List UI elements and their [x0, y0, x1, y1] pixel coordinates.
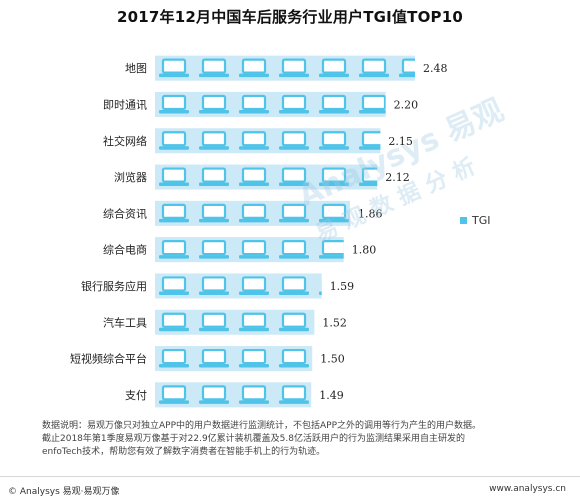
value-label: 1.59: [330, 280, 355, 293]
laptop-icon: [319, 94, 349, 114]
laptop-icon: [159, 94, 189, 114]
category-label: 银行服务应用: [81, 279, 147, 293]
laptop-icon: [319, 131, 349, 150]
value-label: 2.15: [388, 135, 413, 148]
value-label: 1.80: [352, 244, 377, 257]
laptop-icon: [239, 203, 269, 223]
laptop-icon: [199, 131, 229, 150]
laptop-icon: [279, 58, 309, 78]
laptop-icon: [159, 385, 189, 404]
category-label: 地图: [125, 62, 147, 75]
laptop-icon: [199, 276, 229, 295]
laptop-icon: [279, 240, 309, 259]
bar-icons: [159, 385, 309, 404]
chart-legend: TGI: [460, 214, 491, 227]
laptop-icon: [319, 58, 349, 78]
laptop-icon: [159, 203, 189, 223]
laptop-icon: [319, 167, 349, 187]
laptop-icon: [199, 348, 229, 368]
category-label: 即时通讯: [103, 98, 147, 111]
laptop-icon: [279, 131, 309, 150]
laptop-icon: [399, 58, 415, 78]
laptop-icon: [199, 203, 229, 223]
bar: [155, 91, 386, 117]
category-label: 汽车工具: [103, 315, 147, 329]
bar-icons: [159, 58, 415, 78]
laptop-icon: [239, 385, 269, 404]
laptop-icon: [159, 58, 189, 78]
laptop-icon: [239, 94, 269, 114]
laptop-icon: [199, 58, 229, 78]
laptop-icon: [159, 167, 189, 187]
category-label: 支付: [125, 389, 147, 402]
bar-icons: [159, 348, 309, 368]
category-label: 浏览器: [114, 170, 147, 184]
footer-website: www.analysys.cn: [489, 484, 566, 494]
laptop-icon: [199, 312, 229, 332]
laptop-icon: [239, 348, 269, 368]
laptop-icon: [239, 58, 269, 78]
category-label: 社交网络: [103, 134, 147, 148]
laptop-icon: [279, 348, 309, 368]
laptop-icon: [359, 167, 378, 187]
footer-copyright: © Analysys 易观·易观万像: [8, 487, 120, 497]
bar-icons: [159, 94, 386, 114]
laptop-icon: [199, 167, 229, 187]
laptop-icon: [279, 94, 309, 114]
laptop-icon: [279, 167, 309, 187]
laptop-icon: [319, 240, 344, 259]
value-label: 2.48: [423, 62, 448, 75]
bar-icons: [159, 131, 381, 150]
value-label: 2.12: [385, 171, 410, 184]
laptop-icon: [159, 348, 189, 368]
laptop-icon: [239, 131, 269, 150]
laptop-icon: [239, 276, 269, 295]
bar-icons: [159, 240, 344, 259]
bar-icons: [159, 203, 349, 223]
legend-swatch: [460, 217, 467, 224]
value-label: 2.20: [394, 98, 419, 111]
laptop-icon: [279, 203, 309, 223]
legend-label: TGI: [472, 214, 491, 227]
laptop-icon: [279, 312, 309, 332]
laptop-icon: [239, 167, 269, 187]
bar-icons: [159, 167, 378, 187]
tgi-bar-chart: 地图 2.48 即时通讯 2.20 社交网络 2.15 浏览器 2.12 综合资讯 1.86 综合电…: [70, 55, 448, 408]
footer-divider: [0, 476, 580, 477]
bar-icons: [159, 312, 309, 332]
bar-icons: [159, 276, 322, 295]
data-note: 数据说明：易观万像只对独立APP中的用户数据进行监测统计，不包括APP之外的调用…: [42, 421, 482, 457]
laptop-icon: [239, 312, 269, 332]
value-label: 1.86: [358, 207, 383, 220]
laptop-icon: [239, 240, 269, 259]
value-label: 1.52: [322, 316, 347, 329]
laptop-icon: [319, 203, 349, 223]
laptop-icon: [159, 276, 189, 295]
category-label: 综合电商: [103, 243, 147, 257]
laptop-icon: [159, 312, 189, 332]
laptop-icon: [359, 94, 386, 114]
laptop-icon: [279, 385, 309, 404]
laptop-icon: [159, 131, 189, 150]
category-label: 综合资讯: [103, 206, 147, 220]
laptop-icon: [359, 131, 381, 150]
laptop-icon: [279, 276, 309, 295]
value-label: 1.50: [320, 353, 345, 366]
laptop-icon: [199, 94, 229, 114]
laptop-icon: [319, 291, 322, 295]
chart-title: 2017年12月中国车后服务行业用户TGI值TOP10: [117, 8, 463, 26]
value-label: 1.49: [319, 389, 344, 402]
laptop-icon: [199, 385, 229, 404]
laptop-icon: [199, 240, 229, 259]
laptop-icon: [359, 58, 389, 78]
laptop-icon: [159, 240, 189, 259]
category-label: 短视频综合平台: [70, 352, 147, 366]
